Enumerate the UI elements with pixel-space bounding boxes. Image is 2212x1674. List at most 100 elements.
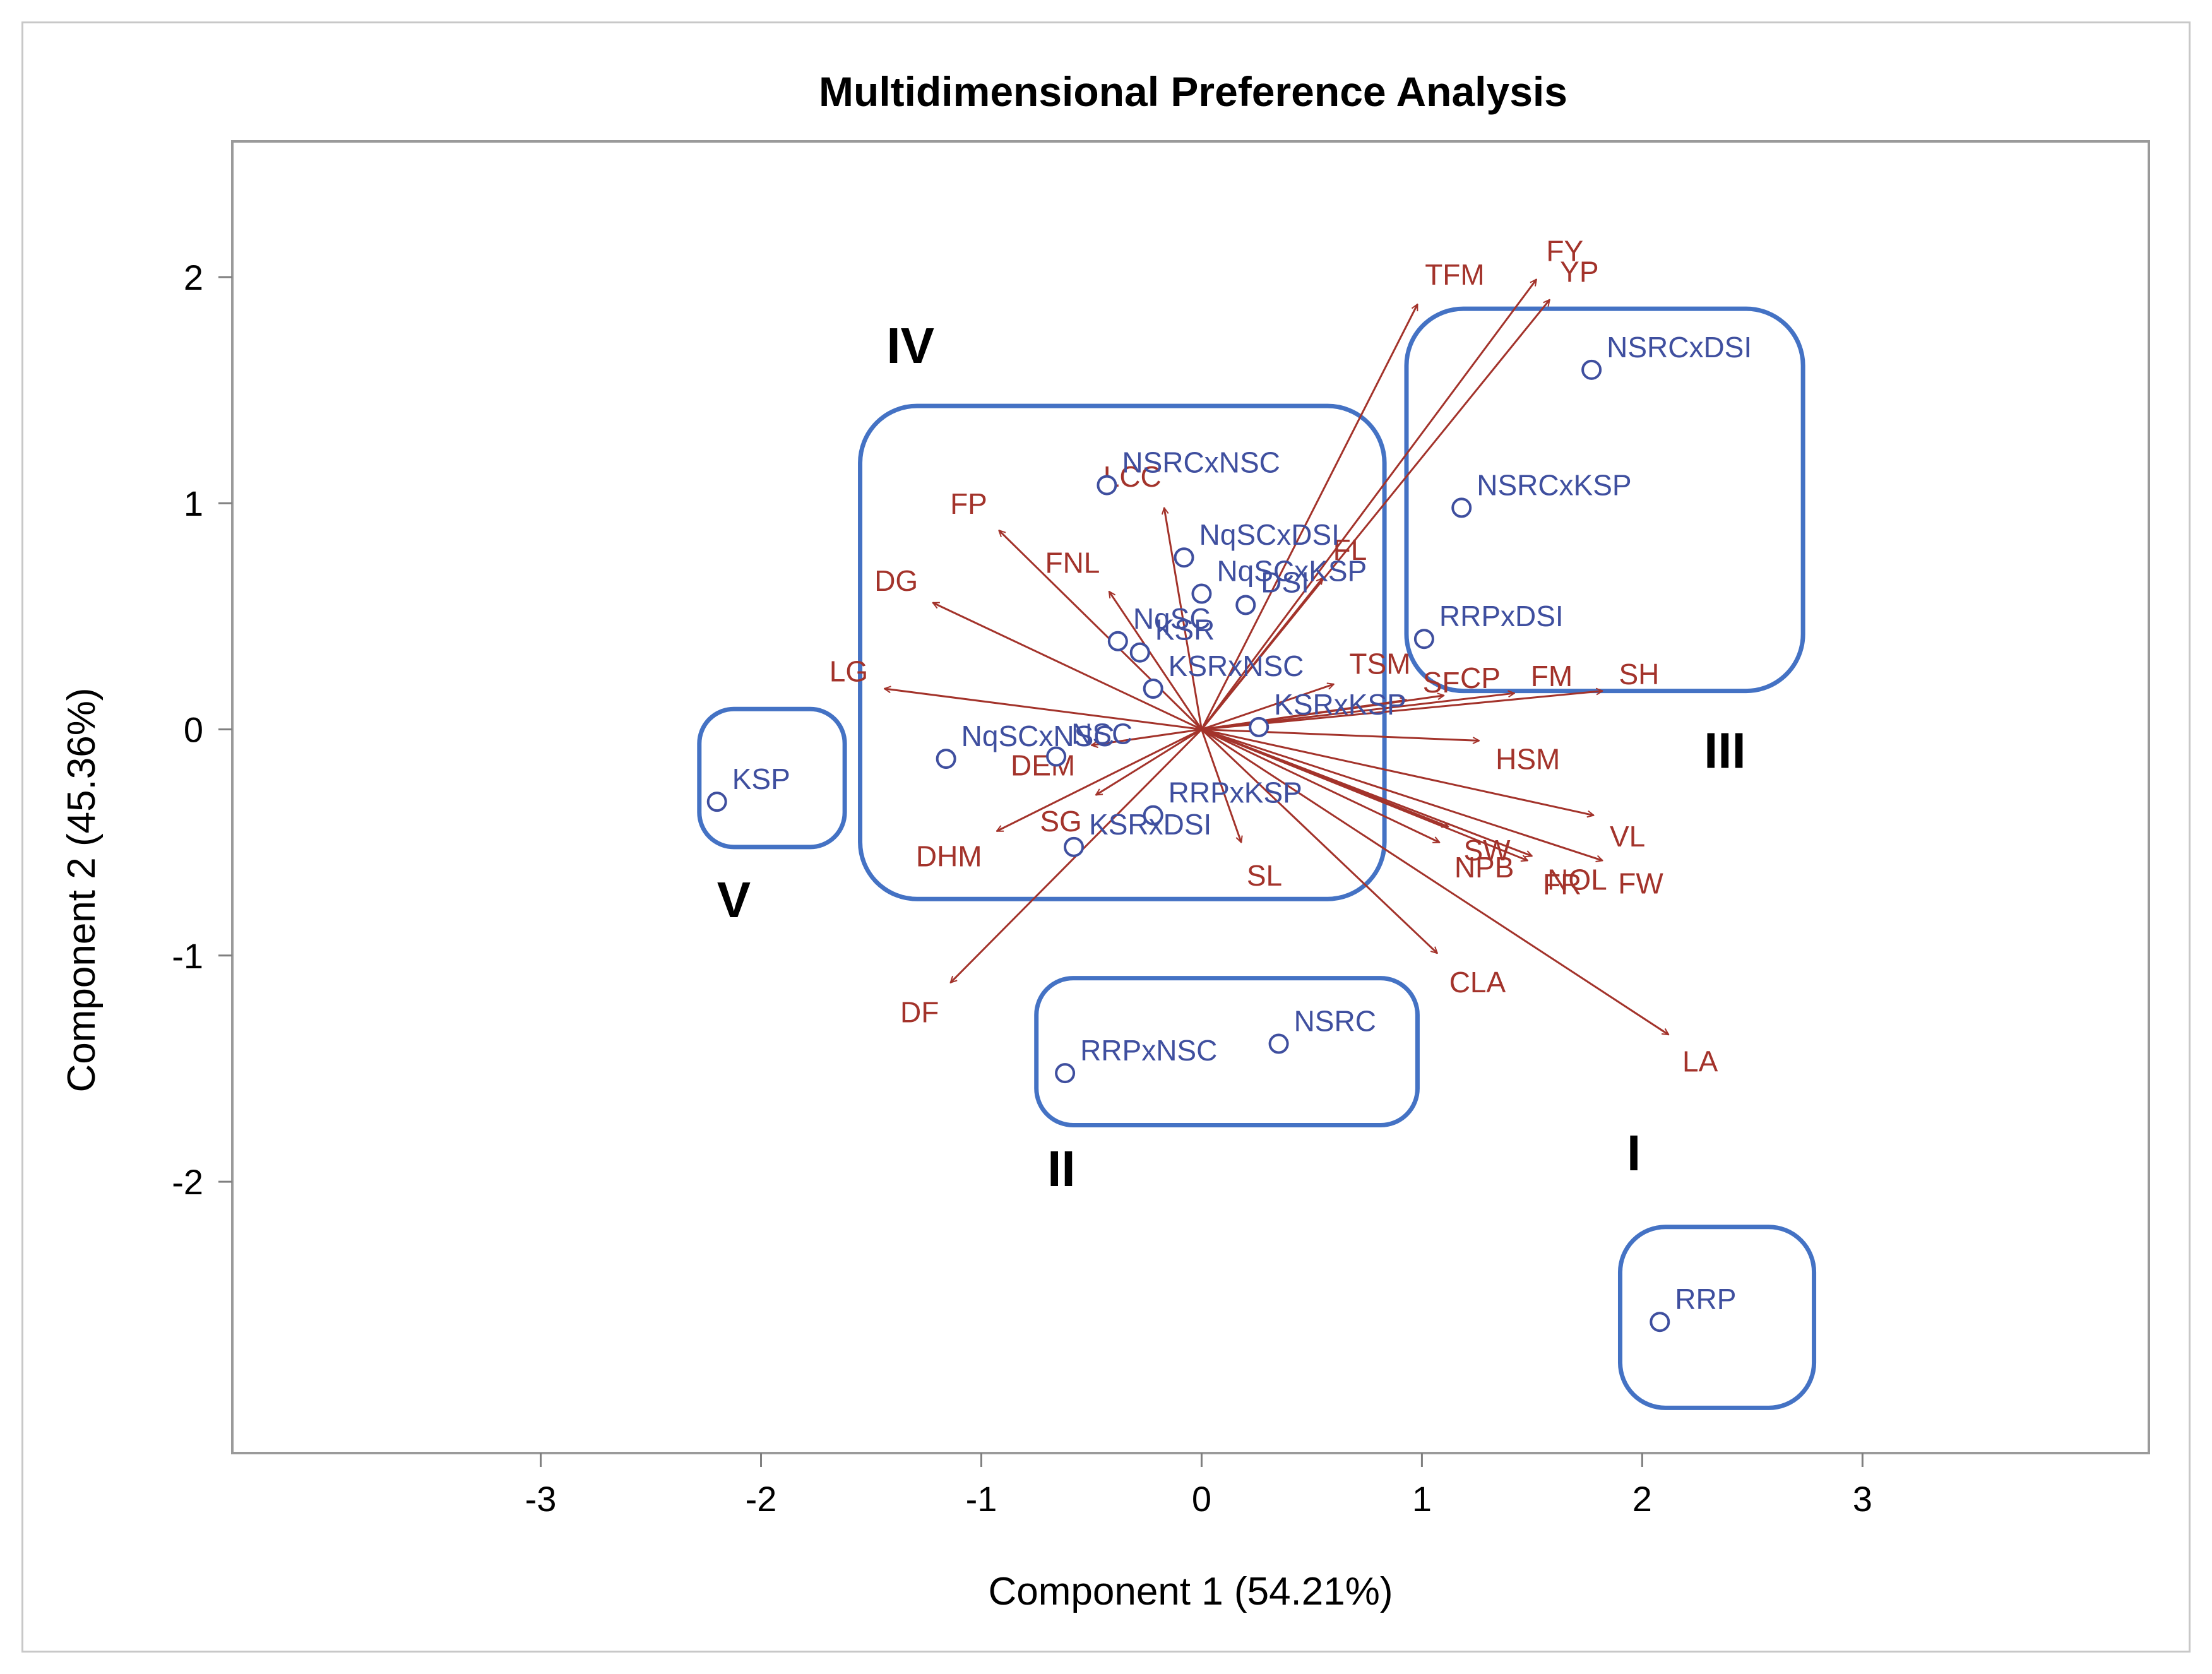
point-label: NSRCxDSI (1607, 331, 1752, 364)
point-label: RRP (1675, 1283, 1736, 1315)
group-label: III (1704, 722, 1746, 778)
point-label: NSRCxKSP (1477, 468, 1631, 501)
point-label: RRPxKSP (1168, 776, 1302, 809)
data-point (1174, 547, 1194, 568)
point-label: NSRCxNSC (1122, 446, 1280, 479)
vector-label: HSM (1495, 742, 1560, 775)
group-box (858, 403, 1387, 901)
vector-label: LG (830, 655, 868, 688)
x-tick-label: -1 (966, 1479, 997, 1519)
vector-arrow (1201, 728, 1437, 954)
vector-arrow (1201, 304, 1418, 730)
data-point (1268, 1033, 1289, 1054)
x-tick-label: 1 (1412, 1479, 1432, 1519)
group-box (1034, 976, 1420, 1128)
vector-arrow (1096, 728, 1203, 796)
group-box (697, 706, 847, 850)
vector-label: NPB (1454, 851, 1514, 884)
vector-arrow (1201, 728, 1668, 1036)
figure-frame (21, 21, 2191, 1653)
data-point (1143, 805, 1163, 826)
point-label: NqSCxDSI (1199, 518, 1340, 551)
data-point (1097, 475, 1117, 496)
vector-arrow (1108, 591, 1203, 730)
vector-label: FY (1546, 235, 1583, 268)
vector-label: TFM (1425, 258, 1485, 291)
y-tick-label: 0 (184, 710, 203, 750)
vector-label: NOL (1547, 863, 1607, 896)
chart-title: Multidimensional Preference Analysis (819, 68, 1567, 115)
vector-label: SH (1619, 658, 1659, 691)
point-label: KSR (1155, 614, 1215, 646)
data-point (1055, 1063, 1076, 1084)
data-point (1143, 679, 1163, 699)
vector-arrow (1201, 728, 1602, 861)
vector-label: FL (1333, 533, 1367, 566)
group-label: V (717, 872, 751, 928)
data-point (1249, 716, 1270, 737)
vector-arrow (1201, 728, 1527, 861)
x-tick-label: 3 (1853, 1479, 1872, 1519)
point-label: NSC (1071, 718, 1133, 751)
x-tick-label: 2 (1632, 1479, 1652, 1519)
vector-label: FW (1618, 867, 1663, 899)
vector-arrow (933, 602, 1203, 730)
point-label: NqSCxNSC (961, 720, 1115, 752)
data-point (1650, 1312, 1670, 1333)
vector-arrow (997, 728, 1203, 833)
data-point (1451, 497, 1472, 518)
axes: -3 -2 -1 0 1 2 3 2 1 0 -1 -2 (172, 258, 1872, 1519)
vector-arrow (1164, 508, 1203, 730)
y-tick-label: 2 (184, 258, 203, 297)
point-label: KSRxNSC (1168, 650, 1304, 682)
x-tick-label: 0 (1192, 1479, 1211, 1519)
point-label: NSRC (1294, 1005, 1376, 1038)
point-label: KSRxKSP (1274, 688, 1406, 721)
vector-arrow (1201, 280, 1536, 730)
data-point (1581, 359, 1602, 380)
vector-arrow (1091, 728, 1202, 745)
data-point (1107, 631, 1128, 651)
x-tick-label: -2 (746, 1479, 777, 1519)
y-axis-label: Component 2 (45.36%) (60, 687, 104, 1092)
vector-label: FP (950, 487, 987, 520)
group-box (1404, 306, 1805, 694)
vector-label: CLA (1449, 966, 1506, 999)
vector-arrow (1201, 691, 1602, 731)
group-box (1617, 1225, 1817, 1410)
vector-label: SF (1423, 666, 1460, 699)
vector-arrow (1201, 728, 1479, 741)
vector-label: DF (900, 995, 939, 1028)
vector-arrow (1201, 696, 1444, 731)
group-label: II (1047, 1141, 1075, 1197)
vector-label: FR (1543, 868, 1581, 901)
vector-arrow (1201, 729, 1241, 843)
point-label: KSRxDSI (1089, 808, 1211, 841)
x-tick-label: -3 (525, 1479, 557, 1519)
data-point (706, 792, 727, 812)
point-label: RRPxNSC (1080, 1034, 1217, 1067)
data-point (1413, 629, 1434, 650)
data-point (1064, 836, 1085, 857)
vector-arrow (1201, 684, 1333, 730)
vector-arrow (999, 530, 1203, 730)
vector-label: YP (1560, 256, 1598, 288)
vector-label: LA (1682, 1045, 1718, 1077)
vector-label: FM (1531, 660, 1573, 692)
object-points: NSRCxDSI NSRCxKSP RRPxDSI NSRCxNSC NqSCxDSI N… (706, 331, 1752, 1333)
vector-label: DHM (916, 840, 982, 872)
data-point (1046, 746, 1067, 767)
data-point (936, 749, 956, 769)
vector-label: VL (1610, 820, 1645, 853)
x-axis-label: Component 1 (54.21%) (988, 1570, 1393, 1613)
point-label: KSP (732, 763, 790, 795)
vector-label: SL (1247, 859, 1282, 892)
vector-arrow (1201, 578, 1323, 730)
point-label: NqSC (1133, 602, 1211, 635)
vector-label: TSM (1349, 647, 1410, 680)
group-label: I (1627, 1125, 1641, 1181)
vector-label: DG (874, 564, 918, 597)
vector-arrow (1201, 728, 1439, 844)
